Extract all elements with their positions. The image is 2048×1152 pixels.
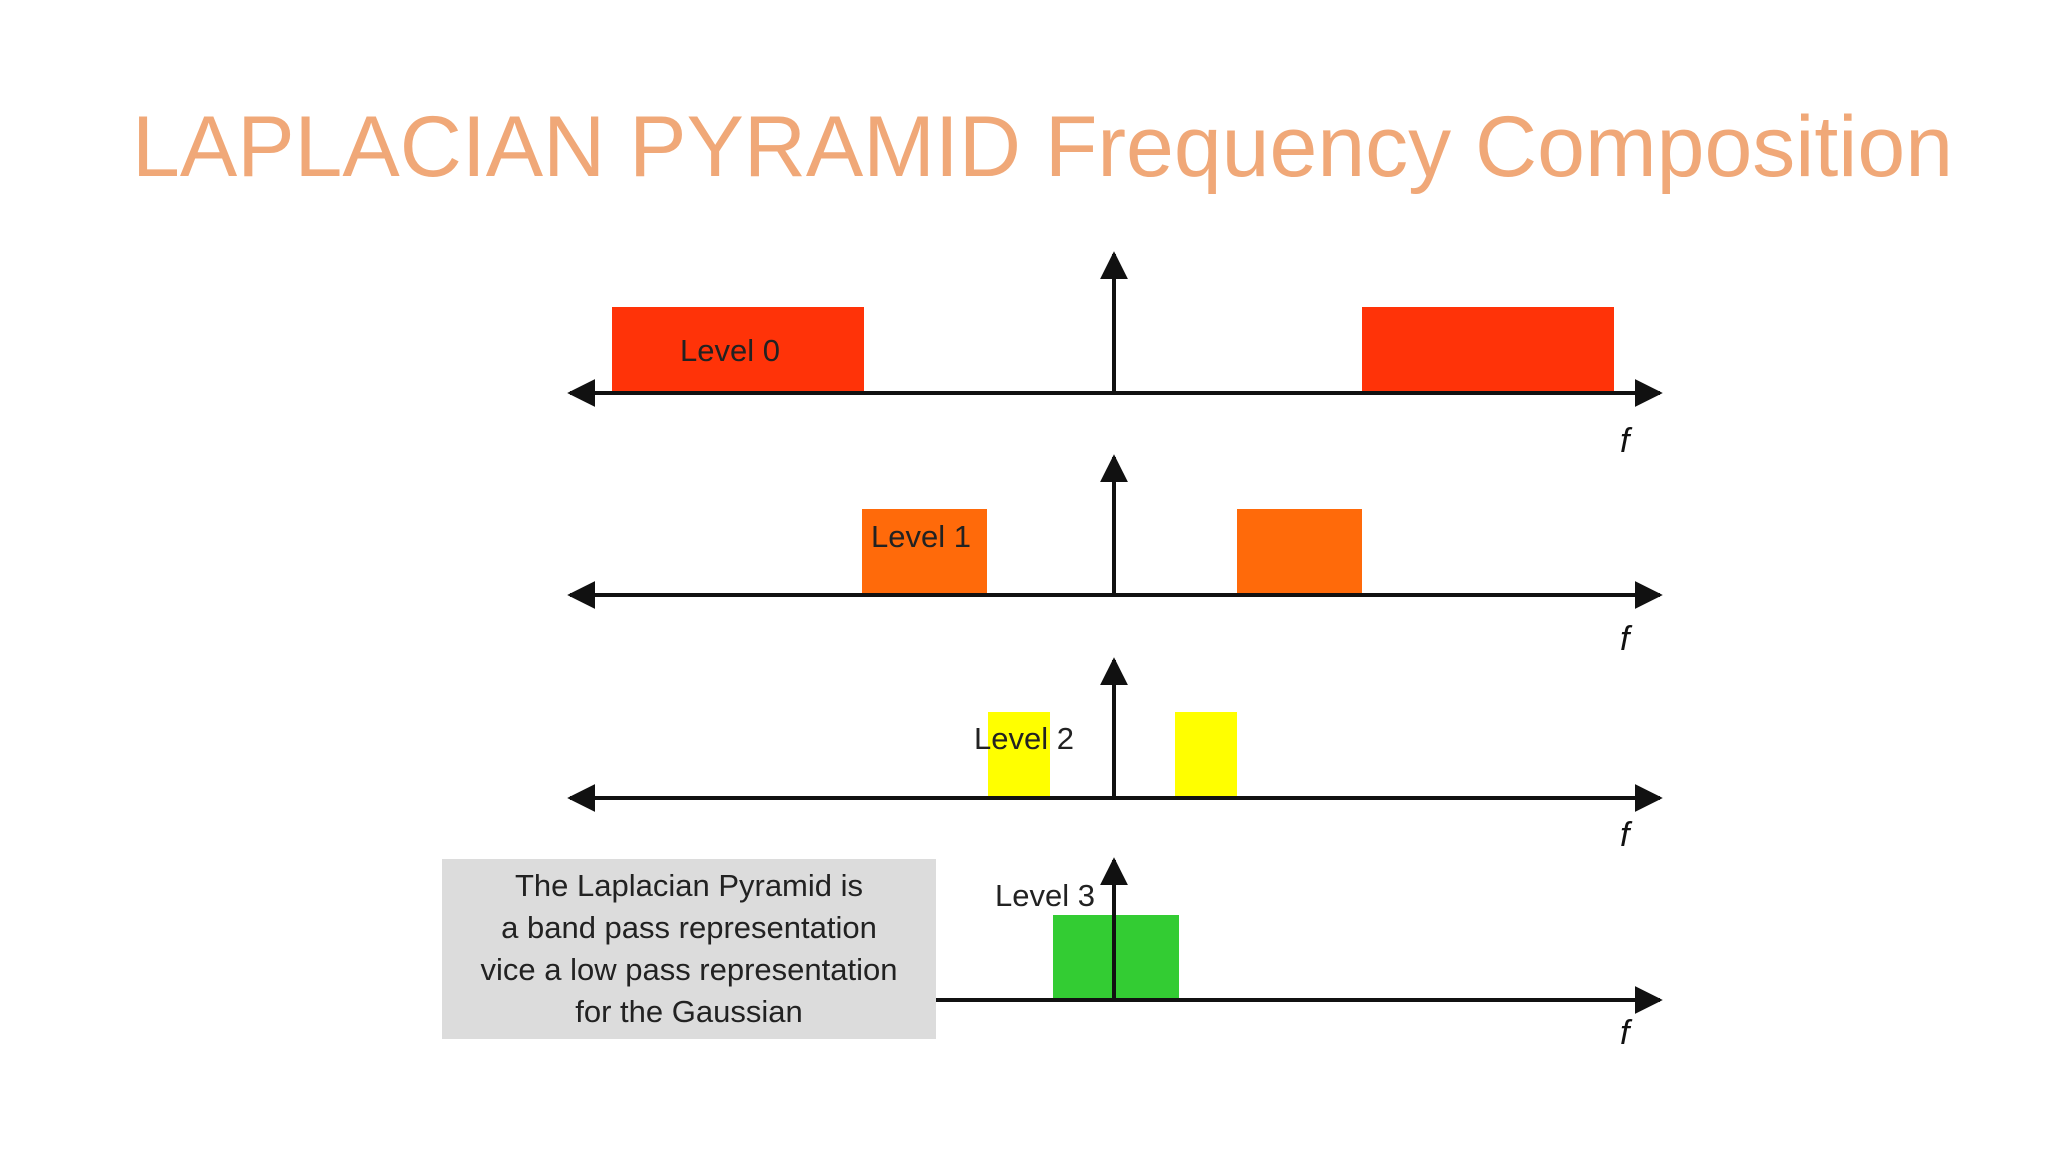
level-0-band-left xyxy=(612,307,864,393)
caption-line: a band pass representation xyxy=(501,910,877,945)
level-1-axis-f-label: f xyxy=(1620,620,1633,658)
caption-line: for the Gaussian xyxy=(575,994,803,1029)
level-1-band-right xyxy=(1237,509,1362,595)
level-2-label: Level 2 xyxy=(974,721,1074,756)
slide-title: LAPLACIAN PYRAMID Frequency Composition xyxy=(132,99,1954,195)
level-3-axis-f-label: f xyxy=(1620,1014,1633,1052)
level-0-band-right xyxy=(1362,307,1614,393)
level-3-label: Level 3 xyxy=(995,878,1095,913)
level-2-band-left xyxy=(988,712,1050,798)
level-2-axis-f-label: f xyxy=(1620,816,1633,854)
caption-text: The Laplacian Pyramid is a band pass rep… xyxy=(472,865,905,1033)
caption-box: The Laplacian Pyramid is a band pass rep… xyxy=(442,859,936,1039)
level-0-row: Level 0 f xyxy=(567,251,1663,460)
level-0-axis-f-label: f xyxy=(1620,422,1633,460)
level-1-row: Level 1 f xyxy=(567,454,1663,658)
caption-line: The Laplacian Pyramid is xyxy=(514,868,864,903)
level-1-label: Level 1 xyxy=(871,519,971,554)
level-3-row: Level 3 f xyxy=(936,857,1663,1052)
level-0-label: Level 0 xyxy=(680,333,780,368)
level-2-band-right xyxy=(1175,712,1237,798)
caption-line: vice a low pass representation xyxy=(480,952,898,987)
level-1-band-left xyxy=(862,509,987,595)
level-2-row: Level 2 f xyxy=(567,657,1663,854)
